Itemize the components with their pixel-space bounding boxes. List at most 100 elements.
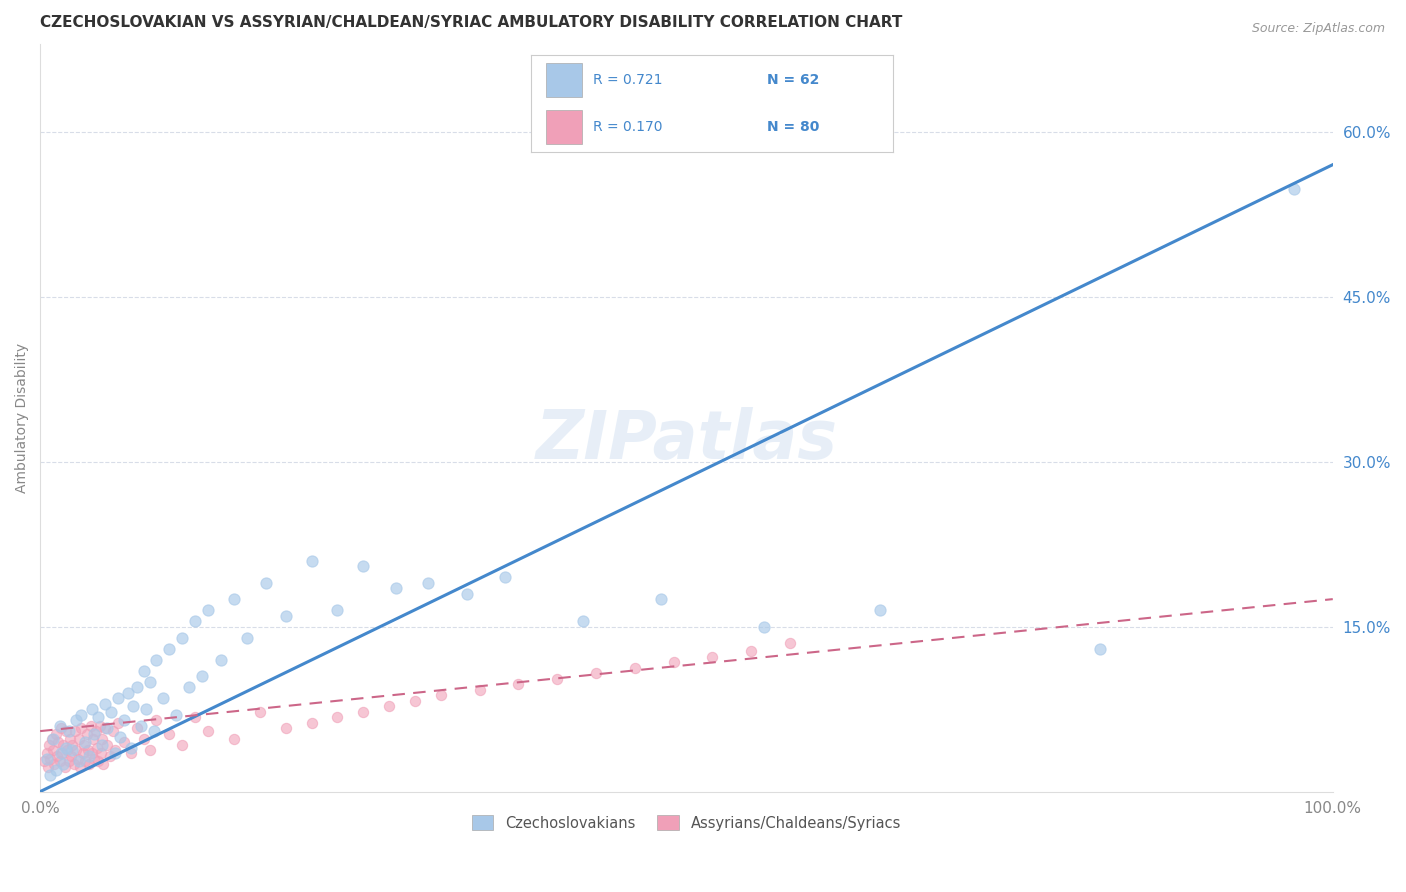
Point: [48, 754, 70, 768]
Point: [468, 683, 491, 698]
Point: [65, 713, 87, 727]
Point: [48, 718, 70, 732]
Point: [39, 768, 62, 782]
Point: [62, 757, 84, 772]
Point: [70, 721, 93, 735]
Point: [779, 636, 801, 650]
Point: [42, 731, 65, 746]
Point: [117, 685, 139, 699]
Point: [209, 652, 232, 666]
Point: [662, 655, 685, 669]
Point: [62, 739, 84, 753]
Point: [44, 757, 66, 772]
Point: [35, 751, 58, 765]
Point: [1282, 182, 1305, 196]
Point: [66, 751, 89, 765]
Point: [42, 743, 65, 757]
Point: [650, 592, 672, 607]
Point: [56, 743, 79, 757]
Point: [75, 735, 97, 749]
Point: [75, 754, 97, 768]
Point: [104, 743, 127, 757]
Point: [80, 702, 103, 716]
Point: [1088, 641, 1111, 656]
Point: [142, 724, 165, 739]
Point: [326, 710, 349, 724]
Point: [572, 614, 595, 628]
Point: [157, 727, 180, 741]
Point: [495, 570, 517, 584]
Point: [39, 751, 62, 765]
Point: [90, 746, 112, 760]
Point: [45, 727, 67, 741]
Point: [91, 739, 114, 753]
Point: [53, 760, 76, 774]
Point: [254, 575, 277, 590]
Point: [165, 707, 187, 722]
Point: [62, 743, 84, 757]
Point: [416, 575, 439, 590]
Point: [172, 631, 194, 645]
Point: [152, 691, 174, 706]
Point: [63, 724, 86, 739]
Point: [222, 592, 245, 607]
Point: [197, 724, 219, 739]
Point: [139, 743, 162, 757]
Point: [65, 743, 87, 757]
Point: [77, 749, 100, 764]
Point: [86, 740, 108, 755]
Point: [301, 716, 323, 731]
Point: [77, 757, 100, 772]
Point: [58, 724, 80, 739]
Point: [51, 746, 73, 760]
Point: [184, 614, 207, 628]
Point: [145, 713, 167, 727]
Point: [184, 710, 207, 724]
Point: [301, 554, 323, 568]
Point: [129, 718, 152, 732]
Point: [37, 760, 59, 774]
Point: [32, 754, 55, 768]
Point: [585, 665, 607, 680]
Point: [70, 707, 93, 722]
Point: [112, 713, 135, 727]
Point: [122, 698, 145, 713]
Point: [222, 731, 245, 746]
Text: CZECHOSLOVAKIAN VS ASSYRIAN/CHALDEAN/SYRIAC AMBULATORY DISABILITY CORRELATION CH: CZECHOSLOVAKIAN VS ASSYRIAN/CHALDEAN/SYR…: [41, 15, 903, 30]
Point: [869, 603, 891, 617]
Point: [55, 740, 77, 755]
Point: [96, 739, 118, 753]
Point: [35, 746, 58, 760]
Point: [55, 724, 77, 739]
Point: [157, 641, 180, 656]
Point: [83, 751, 105, 765]
Point: [38, 739, 60, 753]
Point: [384, 581, 406, 595]
Point: [508, 677, 530, 691]
Point: [623, 661, 645, 675]
Point: [52, 739, 75, 753]
Point: [76, 727, 98, 741]
Point: [702, 650, 724, 665]
Point: [145, 652, 167, 666]
Point: [93, 757, 115, 772]
Point: [135, 702, 157, 716]
Point: [82, 731, 104, 746]
Point: [107, 716, 129, 731]
Point: [52, 757, 75, 772]
Y-axis label: Ambulatory Disability: Ambulatory Disability: [15, 343, 30, 492]
Point: [77, 743, 100, 757]
Point: [67, 754, 90, 768]
Point: [49, 721, 72, 735]
Point: [110, 730, 132, 744]
Text: ZIPatlas: ZIPatlas: [536, 407, 838, 473]
Point: [46, 735, 69, 749]
Point: [87, 754, 110, 768]
Point: [45, 763, 67, 777]
Point: [80, 746, 103, 760]
Legend: Czechoslovakians, Assyrians/Chaldeans/Syriacs: Czechoslovakians, Assyrians/Chaldeans/Sy…: [465, 810, 907, 837]
Point: [84, 724, 107, 739]
Text: Source: ZipAtlas.com: Source: ZipAtlas.com: [1251, 22, 1385, 36]
Point: [79, 718, 101, 732]
Point: [132, 731, 155, 746]
